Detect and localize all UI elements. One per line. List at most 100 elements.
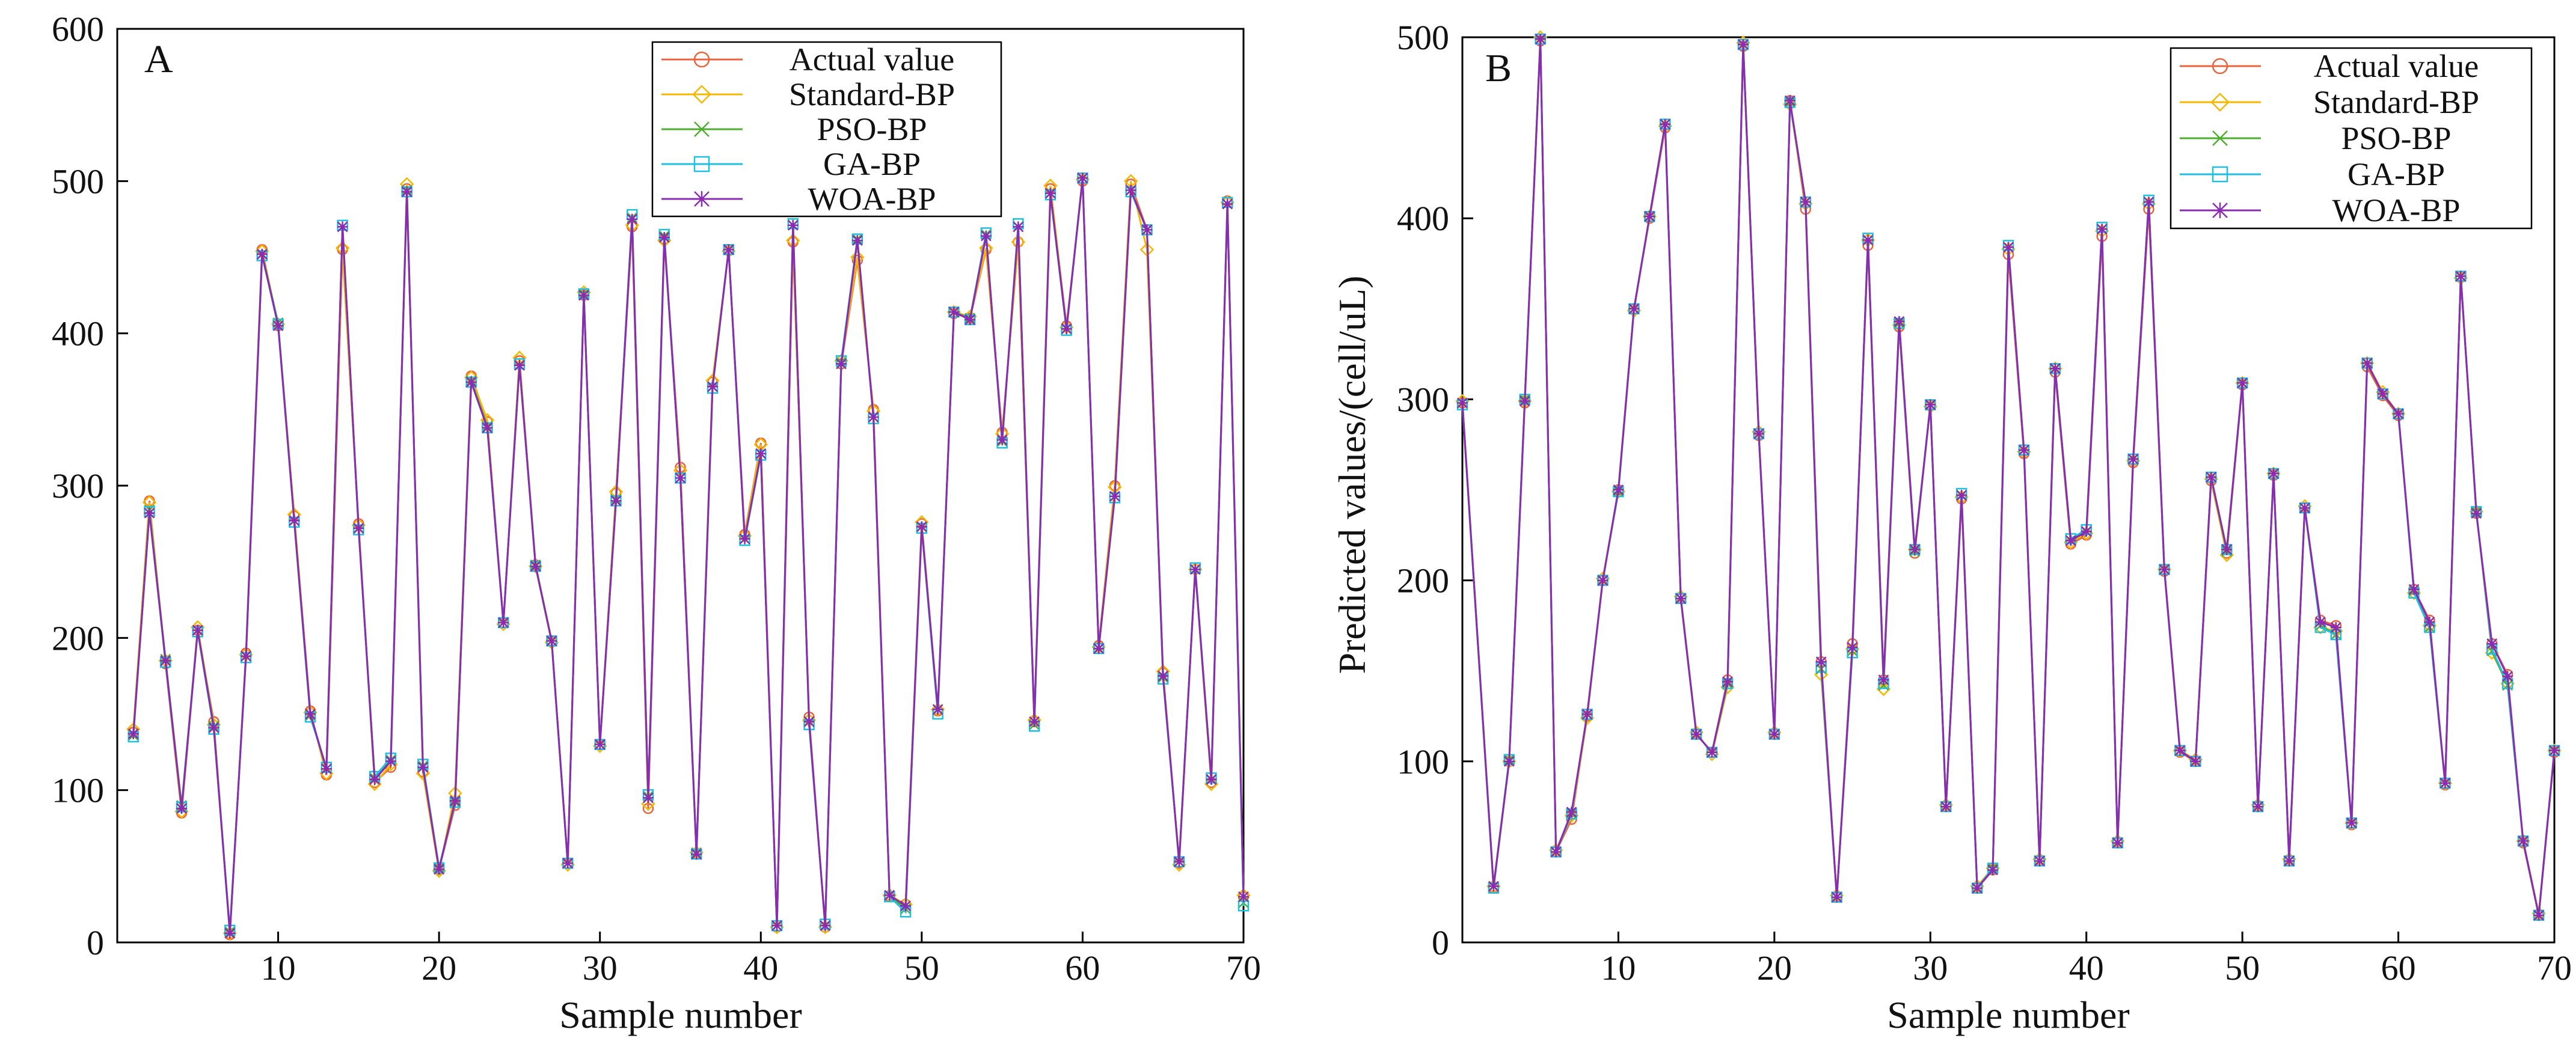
data-point [1972,882,1983,894]
data-point [2065,535,2076,546]
data-point [1580,710,1595,725]
data-point [851,235,863,246]
legend-marker-actual-value-a [693,51,710,68]
data-point [1862,234,1874,246]
data-point [1566,807,1577,818]
data-point [2018,444,2029,456]
legend-label-standard-bp-b: Standard-BP [2313,84,2479,120]
data-point [2206,471,2217,483]
data-point [2283,855,2295,867]
x-tick-label-a: 70 [1226,948,1261,987]
data-point [932,704,943,715]
data-point [160,655,171,667]
data-point [2533,909,2545,921]
data-point [739,533,750,545]
data-point [1125,185,1136,196]
data-point [1109,490,1120,502]
data-point [980,230,992,242]
data-point [528,559,543,574]
data-point [1519,395,1530,407]
data-point [2330,621,2341,633]
data-point [2406,585,2421,600]
data-point [1550,846,1562,858]
y-tick-label-a: 400 [52,314,104,353]
data-point [320,763,332,775]
data-point [1800,197,1811,208]
data-point [127,728,139,739]
y-tick-label-b: 400 [1397,199,1449,238]
legend-label-actual-value-a: Actual value [790,41,954,78]
data-point [1172,858,1186,872]
x-tick-label-a: 50 [904,948,939,987]
legend-marker-standard-bp-a [692,85,711,104]
data-point [2190,755,2201,767]
data-point [449,795,461,807]
data-point [658,232,670,243]
legend-label-pso-bp-a: PSO-BP [817,111,927,147]
series-woa-bp-a [127,172,1249,939]
data-point [1784,95,1796,106]
data-point [465,376,477,388]
x-tick-label-b: 70 [2537,948,2572,987]
x-tick-label-a: 20 [422,948,456,987]
data-point [2424,616,2435,627]
data-point [675,472,686,484]
series-woa-bp-b [1457,34,2560,921]
data-point [836,358,847,370]
x-tick-label-a: 30 [583,948,618,987]
data-point [2314,616,2326,627]
data-point [241,650,252,662]
data-point [224,927,236,939]
data-point [1707,746,1718,758]
plot-frame-b [1461,36,2556,944]
series-line-woa-bp-a [132,178,1245,933]
legend-marker-woa-bp-a [694,191,710,207]
data-point [803,716,815,727]
data-point [2408,584,2420,595]
data-point [385,755,396,767]
data-point [2455,270,2467,282]
data-point [2081,526,2092,537]
data-point [642,792,654,804]
data-point [2127,453,2139,465]
data-point [1093,643,1105,655]
legend-marker-ga-bp-b [2212,166,2228,183]
data-point [1457,397,1468,409]
series-line-ga-bp-a [132,178,1245,930]
x-tick-label-b: 60 [2381,948,2416,987]
data-point [996,435,1008,445]
x-tick-label-a: 40 [743,948,778,987]
legend-marker-ga-bp-a [693,156,710,172]
x-tick-label-a: 10 [261,948,296,987]
data-point [578,290,589,301]
data-point [707,381,719,392]
data-point [787,219,799,231]
data-point [1013,221,1024,233]
data-point [272,320,284,331]
series-line-standard-bp-a [132,179,1245,933]
data-point [369,774,381,785]
data-point [2344,816,2359,830]
data-point [498,617,509,628]
data-point [2440,777,2451,789]
data-point [948,307,960,318]
data-point [2034,855,2045,867]
data-point [2361,358,2373,369]
data-point [482,422,493,433]
data-point [2252,801,2264,813]
data-point [1503,755,1515,767]
data-point [1644,211,1655,222]
data-point [1535,34,1546,45]
legend-label-woa-bp-a: WOA-BP [808,181,936,217]
data-point [2549,745,2560,756]
data-point [1876,682,1891,697]
data-point [610,495,622,507]
legend-label-pso-bp-b: PSO-BP [2341,120,2451,156]
data-point [755,448,767,459]
data-point [192,624,203,636]
data-point [820,920,831,932]
data-point [1675,593,1687,604]
data-point [771,920,783,932]
